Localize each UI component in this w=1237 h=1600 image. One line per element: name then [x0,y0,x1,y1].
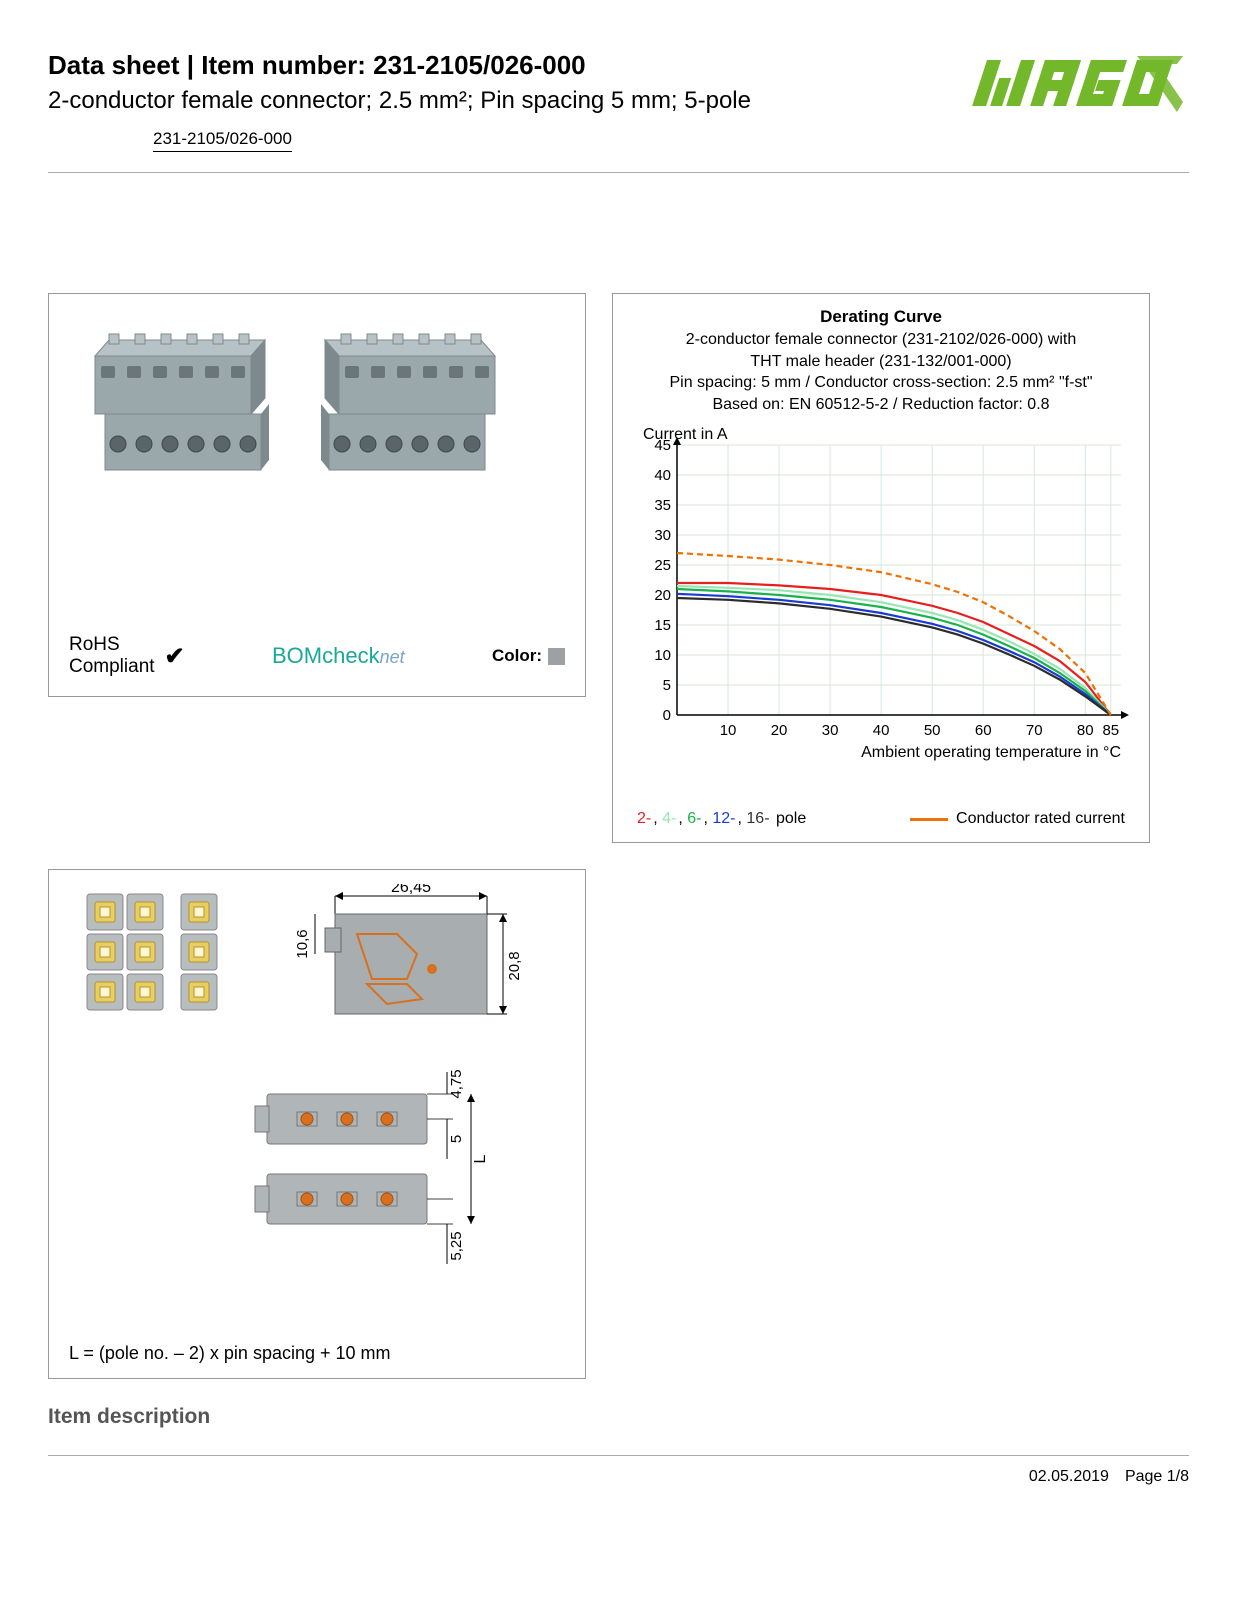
product-iso-view-1 [75,316,295,526]
dimensions-panel: 26,45 10,6 20,8 4,75 5 L 5,25 L = (pole no. –… [48,869,586,1379]
chart-legend: 2-, 4-, 6-, 12-, 16- pole Conductor rate… [631,810,1131,828]
chart-title: Derating Curve [631,306,1131,329]
svg-text:30: 30 [654,527,671,544]
dim-front-view [79,884,229,1024]
dimensions-top-row: 26,45 10,6 20,8 [69,884,565,1034]
svg-text:25: 25 [654,557,671,574]
rohs-compliant: RoHSCompliant ✔ [69,634,185,678]
orange-line-icon [910,818,948,821]
dim-side-view: 26,45 10,6 20,8 [257,884,537,1034]
legend-poles: 2-, 4-, 6-, 12-, 16- pole [637,810,806,828]
header: Data sheet | Item number: 231-2105/026-0… [48,50,1189,173]
svg-text:5: 5 [663,677,671,694]
svg-text:35: 35 [654,497,671,514]
svg-text:20: 20 [771,722,788,739]
footer-page: Page 1/8 [1125,1468,1189,1486]
svg-text:L: L [472,1154,489,1163]
svg-text:60: 60 [975,722,992,739]
chart-sub-3: Pin spacing: 5 mm / Conductor cross-sect… [631,372,1131,394]
header-text: Data sheet | Item number: 231-2105/026-0… [48,50,751,152]
part-number-link[interactable]: 231-2105/026-000 [153,129,292,152]
svg-text:85: 85 [1102,722,1119,739]
svg-text:Ambient operating temperature: Ambient operating temperature in °C [861,744,1121,761]
dimensions-bottom-row: 4,75 5 L 5,25 [69,1064,565,1294]
dimension-formula: L = (pole no. – 2) x pin spacing + 10 mm [69,1333,565,1364]
svg-text:10: 10 [654,647,671,664]
svg-text:70: 70 [1026,722,1043,739]
wago-logo [959,54,1189,117]
color-swatch [548,648,565,665]
svg-text:5,25: 5,25 [448,1231,465,1260]
svg-text:50: 50 [924,722,941,739]
product-iso-view-2 [319,316,559,526]
svg-text:15: 15 [654,617,671,634]
svg-text:40: 40 [654,467,671,484]
svg-text:26,45: 26,45 [391,884,431,896]
datasheet-subtitle: 2-conductor female connector; 2.5 mm²; P… [48,87,751,115]
chart-sub-1: 2-conductor female connector (231-2102/0… [631,329,1131,351]
dim-top-view: 4,75 5 L 5,25 [237,1064,517,1294]
datasheet-title: Data sheet | Item number: 231-2105/026-0… [48,50,751,81]
panels-row: RoHSCompliant ✔ BOMchecknet Color: Derat… [48,293,1189,843]
svg-text:40: 40 [873,722,890,739]
item-description-heading: Item description [48,1405,1189,1429]
bomcheck-logo: BOMchecknet [272,643,405,669]
svg-text:10,6: 10,6 [294,929,311,958]
svg-text:20,8: 20,8 [506,951,523,980]
color-indicator: Color: [492,646,565,666]
product-images [69,308,565,526]
svg-text:80: 80 [1077,722,1094,739]
check-icon: ✔ [165,642,185,671]
chart-header: Derating Curve 2-conductor female connec… [631,306,1131,415]
svg-text:5: 5 [448,1135,465,1143]
compliance-row: RoHSCompliant ✔ BOMchecknet Color: [69,634,565,678]
legend-conductor: Conductor rated current [910,810,1125,828]
svg-text:20: 20 [654,587,671,604]
chart-plot-area: 051015202530354045102030405060708085Curr… [631,421,1131,800]
page-footer: 02.05.2019 Page 1/8 [48,1455,1189,1486]
svg-text:0: 0 [663,707,671,724]
footer-date: 02.05.2019 [1029,1468,1109,1486]
chart-sub-2: THT male header (231-132/001-000) [631,351,1131,373]
svg-text:Current in A: Current in A [643,426,728,443]
derating-chart-panel: Derating Curve 2-conductor female connec… [612,293,1150,843]
svg-text:4,75: 4,75 [448,1069,465,1098]
svg-text:30: 30 [822,722,839,739]
product-panel: RoHSCompliant ✔ BOMchecknet Color: [48,293,586,697]
svg-text:10: 10 [720,722,737,739]
chart-sub-4: Based on: EN 60512-5-2 / Reduction facto… [631,394,1131,416]
